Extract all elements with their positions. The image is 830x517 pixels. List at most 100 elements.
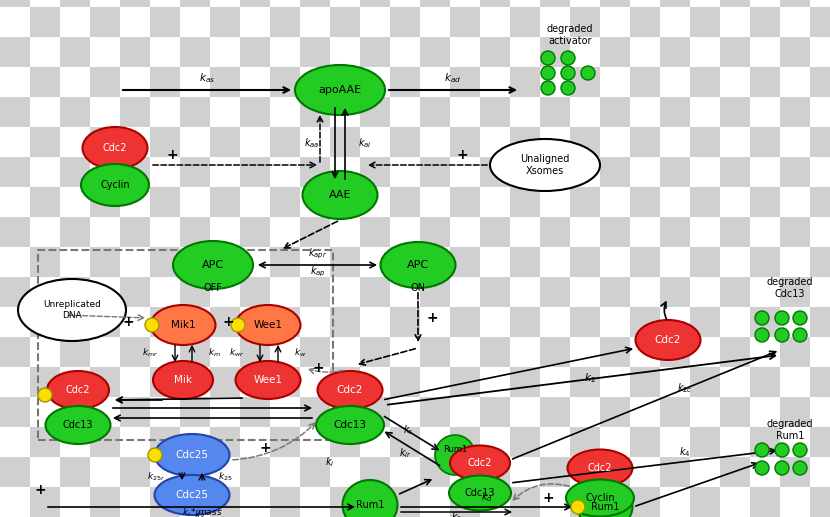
Text: +: +: [222, 315, 234, 329]
Bar: [570, 397, 600, 427]
Ellipse shape: [81, 164, 149, 206]
Bar: [330, 397, 360, 427]
Text: +: +: [426, 311, 437, 325]
Circle shape: [561, 51, 575, 65]
Bar: [390, 127, 420, 157]
Bar: [750, 7, 780, 37]
Bar: [240, 67, 270, 97]
Bar: [510, 7, 540, 37]
Circle shape: [793, 443, 807, 457]
Bar: [360, 427, 390, 457]
Bar: [300, 127, 330, 157]
Text: Cdc2: Cdc2: [655, 335, 681, 345]
Bar: [180, 337, 210, 367]
Bar: [270, 127, 300, 157]
Bar: [510, 397, 540, 427]
Text: $k_d$: $k_d$: [481, 490, 493, 504]
Text: +: +: [166, 148, 178, 162]
Bar: [420, 307, 450, 337]
Bar: [210, 127, 240, 157]
Bar: [150, 277, 180, 307]
Text: OFF: OFF: [203, 283, 222, 293]
Bar: [630, 97, 660, 127]
Bar: [810, 397, 830, 427]
Bar: [750, 427, 780, 457]
Bar: [330, 157, 360, 187]
Bar: [720, 187, 750, 217]
Bar: [390, 157, 420, 187]
Bar: [720, 307, 750, 337]
Bar: [30, 37, 60, 67]
Bar: [240, 487, 270, 517]
Bar: [720, 157, 750, 187]
Bar: [0, 367, 30, 397]
Text: Wee1: Wee1: [253, 375, 282, 385]
Text: Rum1: Rum1: [356, 500, 384, 510]
Bar: [38, 250, 333, 440]
Text: Cyclin: Cyclin: [585, 493, 615, 503]
Bar: [420, 67, 450, 97]
Bar: [570, 367, 600, 397]
Bar: [450, 427, 480, 457]
Bar: [750, 277, 780, 307]
Bar: [750, 487, 780, 517]
Bar: [330, 307, 360, 337]
Bar: [60, 277, 90, 307]
Bar: [540, 487, 570, 517]
Bar: [270, 247, 300, 277]
Text: Cdc2: Cdc2: [103, 143, 127, 153]
Bar: [450, 37, 480, 67]
Bar: [510, 337, 540, 367]
Bar: [240, 427, 270, 457]
Bar: [540, 0, 570, 7]
Bar: [360, 37, 390, 67]
Bar: [420, 487, 450, 517]
Bar: [540, 127, 570, 157]
Bar: [300, 397, 330, 427]
Text: $k_i * mass$: $k_i * mass$: [182, 507, 222, 517]
Text: Cyclin: Cyclin: [100, 180, 129, 190]
Bar: [750, 0, 780, 7]
Bar: [330, 457, 360, 487]
Bar: [150, 7, 180, 37]
Bar: [270, 37, 300, 67]
Bar: [210, 97, 240, 127]
Circle shape: [541, 51, 555, 65]
Bar: [480, 457, 510, 487]
Ellipse shape: [449, 476, 511, 510]
Bar: [270, 217, 300, 247]
Bar: [690, 0, 720, 7]
Bar: [420, 157, 450, 187]
Bar: [480, 367, 510, 397]
Bar: [180, 457, 210, 487]
Text: $k_{m}$: $k_{m}$: [208, 347, 221, 359]
Text: $k_{w}$: $k_{w}$: [294, 347, 306, 359]
Bar: [120, 97, 150, 127]
Bar: [0, 457, 30, 487]
Bar: [360, 217, 390, 247]
Text: Unreplicated
DNA: Unreplicated DNA: [43, 300, 101, 320]
Bar: [780, 7, 810, 37]
Text: +: +: [457, 148, 468, 162]
Bar: [240, 127, 270, 157]
Bar: [720, 0, 750, 7]
Bar: [540, 247, 570, 277]
Bar: [330, 367, 360, 397]
Bar: [60, 367, 90, 397]
Bar: [810, 427, 830, 457]
Bar: [390, 277, 420, 307]
Bar: [600, 127, 630, 157]
Bar: [780, 307, 810, 337]
Bar: [600, 217, 630, 247]
Bar: [390, 367, 420, 397]
Bar: [150, 487, 180, 517]
Bar: [810, 217, 830, 247]
Bar: [240, 37, 270, 67]
Circle shape: [775, 443, 789, 457]
Circle shape: [561, 81, 575, 95]
Text: degraded
activator: degraded activator: [547, 24, 593, 46]
Bar: [780, 487, 810, 517]
Bar: [90, 397, 120, 427]
Bar: [630, 247, 660, 277]
Ellipse shape: [154, 475, 230, 515]
